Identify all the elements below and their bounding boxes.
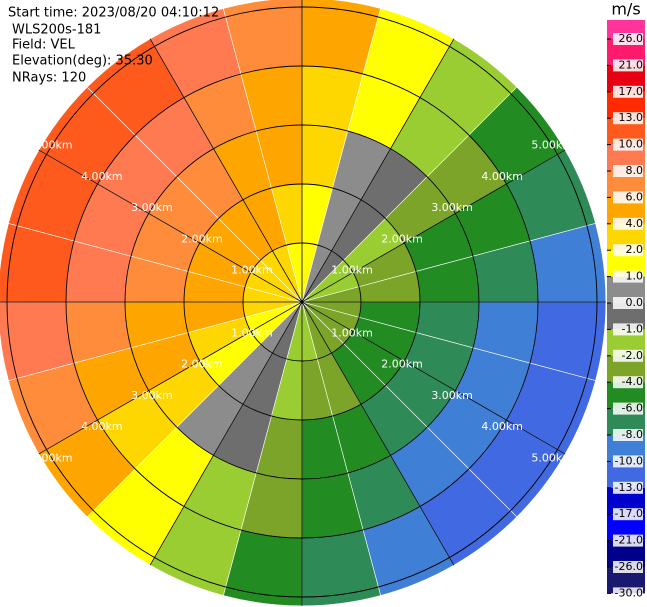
colorbar-label-bg	[613, 508, 643, 521]
header: Start time: 2023/08/20 04:10:12 WLS200s-1…	[8, 6, 219, 86]
range-ring	[6, 6, 598, 598]
colorbar-label-bg	[613, 244, 643, 257]
range-label: 3.00km	[431, 389, 473, 402]
range-label: 1.00km	[231, 264, 273, 277]
colorbar-tick-label: 10.0	[619, 138, 644, 151]
colorbar-tick-label: -4.0	[622, 375, 643, 388]
range-label: 4.00km	[81, 420, 123, 433]
colorbar-tick-label: 6.0	[626, 190, 644, 203]
colorbar-label-bg	[613, 138, 643, 151]
range-ring	[183, 183, 421, 421]
spoke	[149, 38, 455, 566]
colorbar-tick-label: -13.0	[615, 481, 643, 494]
range-label: 3.00km	[431, 201, 473, 214]
range-label: 4.00km	[481, 420, 523, 433]
range-label: 3.00km	[131, 201, 173, 214]
header-line: Start time: 2023/08/20 04:10:12	[8, 6, 219, 21]
colorbar-tick-label: -1.0	[622, 322, 643, 335]
colorbar-label-bg	[613, 191, 643, 204]
range-label: 5.00km	[31, 451, 73, 464]
range-label: 2.00km	[381, 358, 423, 371]
colorbar-tick-label: -17.0	[615, 507, 643, 520]
colorbar-tick-label: 17.0	[619, 85, 644, 98]
colorbar-tick-label: 4.0	[626, 217, 644, 230]
colorbar-tick-label: -21.0	[615, 534, 643, 547]
colorbar-label-bg	[613, 165, 643, 177]
range-label: 2.00km	[381, 232, 423, 245]
colorbar-label-bg	[613, 349, 643, 362]
header-line: WLS200s-181	[12, 23, 101, 38]
colorbar-label-bg	[613, 402, 643, 415]
colorbar-tick-label: -10.0	[615, 454, 643, 467]
colorbar-tick-label: -8.0	[622, 428, 643, 441]
colorbar-label-bg	[613, 270, 643, 283]
range-label: 3.00km	[131, 389, 173, 402]
range-label: 1.00km	[331, 326, 373, 339]
colorbar-tick-label: 21.0	[619, 58, 644, 71]
colorbar-label-bg	[613, 33, 643, 45]
range-label: 2.00km	[181, 358, 223, 371]
range-label: 1.00km	[231, 326, 273, 339]
colorbar-label-bg	[613, 59, 643, 72]
colorbar-tick-label: 1.0	[626, 270, 644, 283]
colorbar-tick-label: -26.0	[615, 560, 643, 573]
colorbar-label-bg	[613, 323, 643, 336]
ppi-plot: 1.00km 1.00km 1.00km 1.00km 2.00km 2.00km 2.00…	[0, 0, 607, 607]
colorbar-tick-label: 8.0	[626, 164, 644, 177]
colorbar-tick-label: -30.0	[615, 586, 643, 599]
colorbar-tick-label: -6.0	[622, 402, 643, 415]
range-ring	[242, 242, 362, 362]
colorbar-label-bg	[613, 561, 643, 573]
colorbar-label-bg	[613, 376, 643, 389]
range-label: 5.00km	[31, 139, 73, 152]
range-ring	[124, 124, 480, 480]
colorbar-tick-label: 13.0	[619, 111, 644, 124]
header-line: Field: VEL	[12, 38, 76, 53]
colorbar-tick-label: 26.0	[619, 32, 644, 45]
colorbar-label-bg	[613, 85, 643, 98]
colorbar: m/s 26.0 21.0 17.0 13.0 10.0 8.0 6.0 4.0 2.0 1.0 0.…	[607, 0, 645, 600]
colorbar-label-bg	[613, 217, 643, 230]
range-label: 4.00km	[81, 170, 123, 183]
range-label: 2.00km	[181, 232, 223, 245]
colorbar-tick-label: 0.0	[626, 296, 644, 309]
colorbar-tick-label: 2.0	[626, 243, 644, 256]
colorbar-title: m/s	[611, 0, 640, 19]
header-line: NRays: 120	[12, 71, 86, 86]
range-label: 5.00km	[531, 139, 573, 152]
colorbar-label-bg	[613, 112, 643, 125]
colorbar-tick-label: -2.0	[622, 349, 643, 362]
colorbar-label-bg	[613, 455, 643, 468]
colorbar-label-bg	[613, 587, 643, 600]
range-label: 5.00km	[531, 451, 573, 464]
colorbar-label-bg	[613, 429, 643, 441]
header-line: Elevation(deg): 35.30	[12, 54, 153, 69]
range-label: 4.00km	[481, 170, 523, 183]
range-label: 1.00km	[331, 264, 373, 277]
colorbar-label-bg	[613, 481, 643, 494]
colorbar-label-bg	[613, 534, 643, 547]
colorbar-label-bg	[613, 297, 643, 309]
range-ring	[65, 65, 539, 539]
